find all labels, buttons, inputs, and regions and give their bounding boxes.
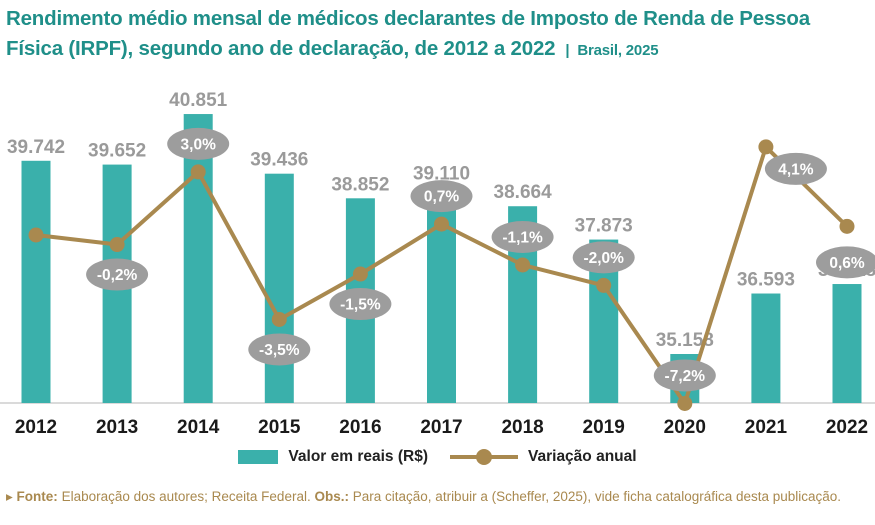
footer-obs-label: Obs.: [314,489,349,504]
x-tick-label-2014: 2014 [177,417,220,438]
x-tick-label-2022: 2022 [826,417,868,438]
variation-marker-2012 [28,227,44,243]
variation-marker-2021 [758,139,774,155]
footer-note: ▸ Fonte: Elaboração dos autores; Receita… [6,488,866,505]
variation-marker-2019 [596,277,612,293]
bar-2022 [832,284,862,403]
chart-title: Rendimento médio mensal de médicos decla… [6,4,866,66]
variation-bubble-2019 [572,241,635,274]
variation-label-2017: 0,7% [424,189,460,206]
bar-value-label-2018: 38.664 [494,182,553,203]
variation-bubble-2014 [167,127,230,160]
title-separator: | [565,42,570,59]
legend-item-bars: Valor em reais (R$) [238,448,428,466]
combo-chart: 39.742 39.652 40.851 39.436 38.852 39.110 38.6… [0,90,875,438]
x-tick-label-2019: 2019 [583,417,625,438]
chart-title-line1: Rendimento médio mensal de médicos decla… [6,7,810,30]
variation-bubble-2018 [491,220,554,253]
x-tick-label-2021: 2021 [745,417,788,438]
variation-marker-2022 [839,218,855,234]
footer-arrow-icon: ▸ [6,489,13,504]
legend-bar-swatch [238,450,279,464]
x-tick-label-2016: 2016 [339,417,381,438]
variation-marker-2016 [352,266,368,282]
bar-value-label-2012: 39.742 [7,137,65,158]
variation-marker-2013 [109,237,125,253]
x-tick-label-2018: 2018 [501,417,543,438]
variation-marker-2014 [190,164,206,180]
bar-value-label-2013: 39.652 [88,141,146,162]
x-tick-label-2013: 2013 [96,417,138,438]
variation-marker-2020 [677,395,693,411]
bar-value-label-2014: 40.851 [169,90,228,111]
bar-2021 [751,293,781,403]
variation-bubble-2017 [410,180,473,213]
bar-value-label-2019: 37.873 [575,216,633,237]
variation-bubble-2020 [653,359,716,392]
bar-value-label-2021: 36.593 [737,270,795,291]
variation-marker-2017 [434,216,449,232]
legend-line-label: Variação anual [528,448,637,465]
bar-value-label-2020: 35.158 [656,330,714,351]
footer-fonte-text: Elaboração dos autores; Receita Federal. [61,489,311,504]
chart-region: Brasil, 2025 [577,42,659,59]
x-tick-label-2017: 2017 [420,417,462,438]
variation-label-2013: -0,2% [97,267,138,284]
variation-label-2020: -7,2% [665,368,706,385]
variation-label-2016: -1,5% [340,297,381,314]
bar-2015 [264,173,294,403]
legend-bar-label: Valor em reais (R$) [288,448,428,465]
variation-marker-2015 [271,311,287,327]
bar-value-label-2017: 39.110 [413,163,470,184]
chart-title-line2: Física (IRPF), segundo ano de declaração… [6,34,866,66]
chart-title-main: Física (IRPF), segundo ano de declaração… [6,37,556,60]
x-tick-label-2012: 2012 [15,417,57,438]
footer-fonte-label: Fonte: [16,489,58,504]
variation-marker-2018 [515,257,531,273]
x-tick-label-2015: 2015 [258,417,301,438]
variation-bubble-2021 [764,152,827,185]
variation-label-2022: 0,6% [829,255,865,272]
variation-label-2015: -3,5% [259,342,300,359]
bar-2014 [183,114,213,404]
footer-obs-text: Para citação, atribuir a (Scheffer, 2025… [352,489,842,504]
legend: Valor em reais (R$) Variação anual [0,448,875,466]
variation-label-2019: -2,0% [583,250,624,267]
bar-2012 [21,160,51,403]
legend-item-line: Variação anual [450,448,637,466]
variation-bubble-2016 [329,288,392,321]
variation-label-2014: 3,0% [181,136,217,153]
variation-label-2021: 4,1% [778,161,814,178]
bar-value-label-2016: 38.852 [331,174,389,195]
x-tick-label-2020: 2020 [664,417,706,438]
legend-line-swatch [450,449,518,465]
variation-bubble-2022 [816,246,875,279]
variation-bubble-2013 [86,258,149,291]
variation-label-2018: -1,1% [502,229,543,246]
variation-bubble-2015 [248,333,311,366]
bar-value-label-2015: 39.436 [250,150,308,171]
